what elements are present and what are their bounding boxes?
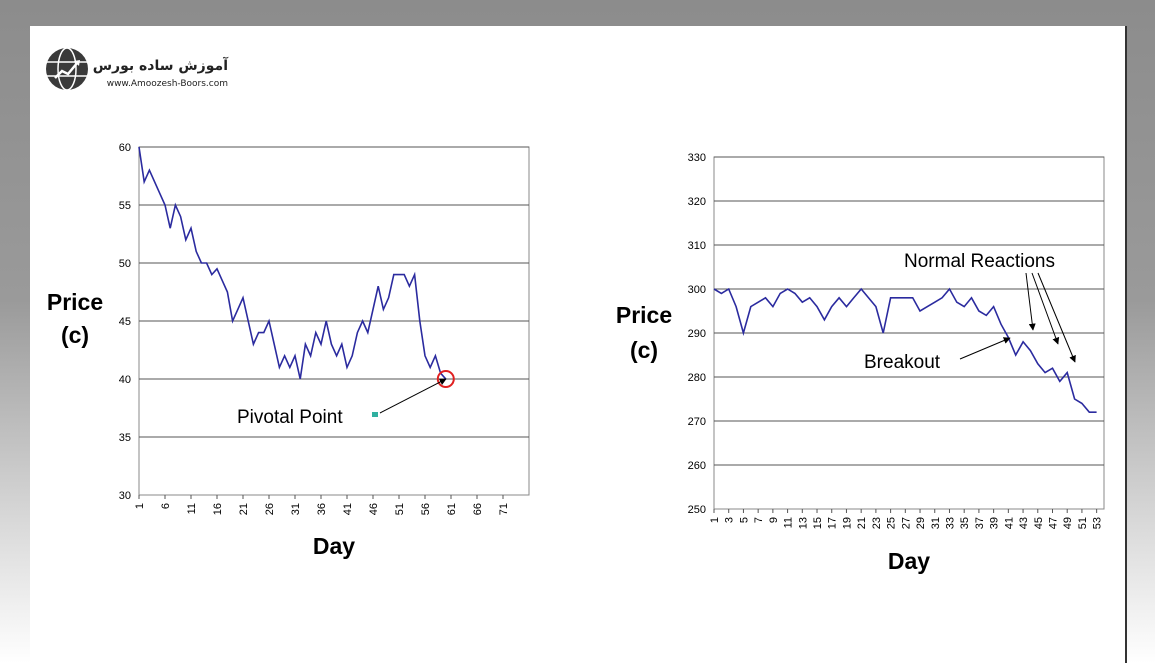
c2-x-tick-label: 5 <box>738 517 750 523</box>
c2-x-tick-label: 29 <box>915 517 927 529</box>
c1-x-tick-label: 56 <box>420 503 432 515</box>
chart-right-annotation-normal-reactions: Normal Reactions <box>904 251 1055 272</box>
chart-right-breakout-arrow <box>959 337 1011 360</box>
globe-chart-icon <box>46 47 88 91</box>
c2-x-tick-label: 49 <box>1062 517 1074 529</box>
chart-right-ylabel-line1: Price <box>616 302 672 328</box>
c2-x-tick-label: 21 <box>856 517 868 529</box>
chart-left-annotation-anchor <box>372 412 378 417</box>
c1-y-tick-label: 50 <box>119 258 131 270</box>
c2-x-tick-label: 33 <box>944 517 956 529</box>
chart-right-reaction-arrow-1 <box>1025 272 1036 331</box>
c1-x-tick-label: 36 <box>316 503 328 515</box>
chart-right-annotation-breakout: Breakout <box>864 352 941 373</box>
c1-x-tick-label: 6 <box>160 503 172 509</box>
c2-x-tick-label: 13 <box>797 517 809 529</box>
c1-x-tick-label: 51 <box>394 503 406 515</box>
chart-right-x-ticks: 1 3 5 7 9 11 13 15 17 19 21 23 25 27 29 31 33 35 37 39 41 43 4… <box>709 509 1104 529</box>
c2-x-tick-label: 27 <box>900 517 912 529</box>
chart-left-annotation-arrow <box>379 378 447 414</box>
chart-left-ylabel-line1: Price <box>47 289 103 315</box>
c2-x-tick-label: 53 <box>1092 517 1104 529</box>
c2-y-tick-label: 260 <box>688 460 706 472</box>
c1-x-tick-label: 21 <box>238 503 250 515</box>
c2-x-tick-label: 15 <box>812 517 824 529</box>
c1-x-tick-label: 26 <box>264 503 276 515</box>
c2-x-tick-label: 47 <box>1047 517 1059 529</box>
c2-x-tick-label: 23 <box>871 517 883 529</box>
c1-y-tick-label: 40 <box>119 374 131 386</box>
c2-y-tick-label: 250 <box>688 504 706 516</box>
c1-x-tick-label: 1 <box>134 503 146 509</box>
chart-left-ylabel-line2: (c) <box>61 322 89 348</box>
c2-x-tick-label: 25 <box>886 517 898 529</box>
c2-x-tick-label: 1 <box>709 517 721 523</box>
c1-y-tick-label: 45 <box>119 316 131 328</box>
chart-right-xlabel: Day <box>888 548 930 574</box>
c2-y-tick-label: 310 <box>688 240 706 252</box>
c2-y-tick-label: 320 <box>688 196 706 208</box>
chart-right-gridlines <box>714 156 1104 466</box>
c1-x-tick-label: 31 <box>290 503 302 515</box>
c1-y-tick-label: 35 <box>119 432 131 444</box>
chart-right-reaction-arrow-2 <box>1031 272 1060 345</box>
c2-x-tick-label: 51 <box>1077 517 1089 529</box>
c1-x-tick-label: 16 <box>212 503 224 515</box>
chart-right-reaction-arrow-3 <box>1037 272 1076 363</box>
c2-y-tick-label: 280 <box>688 372 706 384</box>
c2-y-tick-label: 270 <box>688 416 706 428</box>
c2-x-tick-label: 7 <box>753 517 765 523</box>
c1-y-tick-label: 55 <box>119 200 131 212</box>
c1-x-tick-label: 66 <box>472 503 484 515</box>
logo-title: آموزش ساده بورس <box>93 56 229 74</box>
chart-left-y-ticks: 30 35 40 45 50 55 60 <box>119 142 131 502</box>
c2-x-tick-label: 9 <box>768 517 780 523</box>
c2-x-tick-label: 3 <box>724 517 736 523</box>
chart-left-series-line <box>138 146 447 380</box>
chart-left-x-ticks: 1 6 11 16 21 26 31 36 41 46 51 56 61 66 71 <box>134 495 510 515</box>
c1-x-tick-label: 71 <box>498 503 510 515</box>
logo: آموزش ساده بورس www.Amoozesh-Boors.com <box>46 47 229 91</box>
chart-right-y-ticks: 250 260 270 280 290 300 310 320 330 <box>688 152 706 516</box>
c1-x-tick-label: 41 <box>342 503 354 515</box>
c2-x-tick-label: 19 <box>841 517 853 529</box>
c2-x-tick-label: 37 <box>974 517 986 529</box>
chart-left-gridlines <box>139 146 529 438</box>
c2-x-tick-label: 45 <box>1033 517 1045 529</box>
chart-left-xlabel: Day <box>313 533 355 559</box>
c2-x-tick-label: 17 <box>827 517 839 529</box>
c2-y-tick-label: 290 <box>688 328 706 340</box>
c2-y-tick-label: 300 <box>688 284 706 296</box>
logo-url: www.Amoozesh-Boors.com <box>107 79 228 89</box>
c2-x-tick-label: 41 <box>1003 517 1015 529</box>
c1-x-tick-label: 61 <box>446 503 458 515</box>
c1-x-tick-label: 46 <box>368 503 380 515</box>
c2-x-tick-label: 43 <box>1018 517 1030 529</box>
chart-right-ylabel-line2: (c) <box>630 337 658 363</box>
c2-y-tick-label: 330 <box>688 152 706 164</box>
chart-left-annotation-pivotal-point: Pivotal Point <box>237 407 343 428</box>
c2-x-tick-label: 31 <box>930 517 942 529</box>
chart-left-pivot-marker <box>436 370 455 388</box>
c2-x-tick-label: 39 <box>989 517 1001 529</box>
c2-x-tick-label: 35 <box>959 517 971 529</box>
c1-x-tick-label: 11 <box>186 503 198 514</box>
c2-x-tick-label: 11 <box>783 517 795 528</box>
chart-right-series-line <box>713 287 1097 414</box>
c1-y-tick-label: 30 <box>119 490 131 502</box>
c1-y-tick-label: 60 <box>119 142 131 154</box>
